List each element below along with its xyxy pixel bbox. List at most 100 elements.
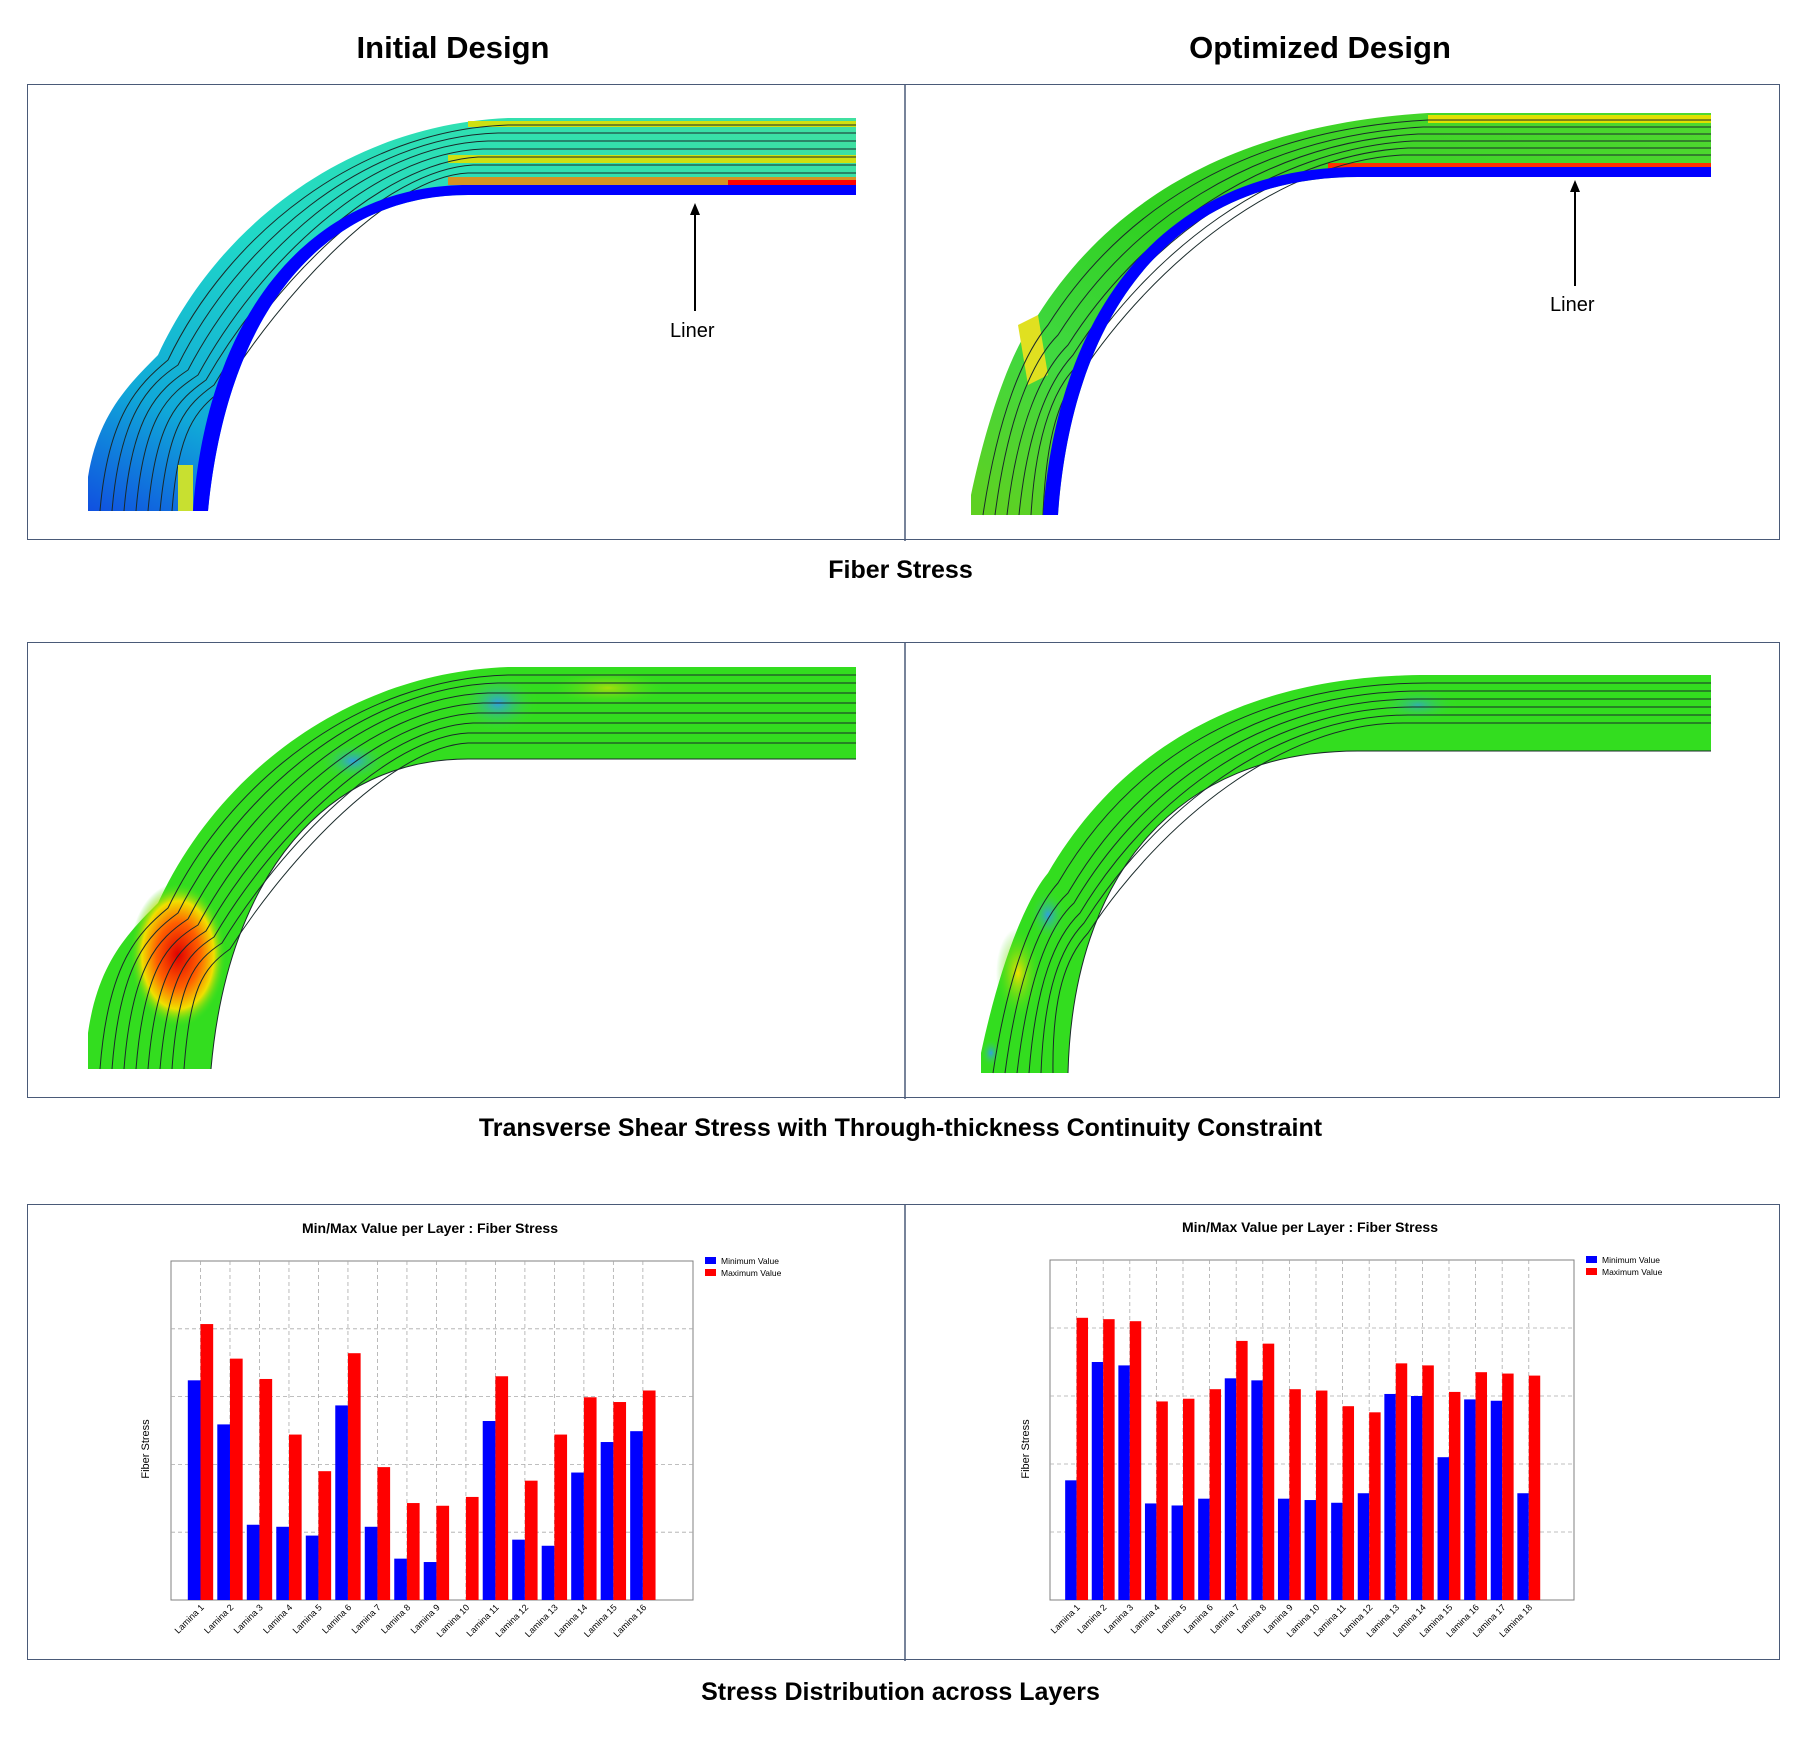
optimized-bar-chart: Min/Max Value per Layer : Fiber Stress F… bbox=[1020, 1219, 1663, 1639]
bar-min-initial bbox=[305, 1535, 319, 1600]
bar-max-initial bbox=[229, 1358, 243, 1600]
bar-max-initial bbox=[613, 1402, 627, 1600]
bar-max-optimized bbox=[1262, 1343, 1275, 1600]
bar-max-optimized bbox=[1156, 1401, 1168, 1600]
bar-min-optimized bbox=[1517, 1493, 1529, 1600]
bar-max-initial bbox=[377, 1467, 391, 1600]
bar-min-initial bbox=[276, 1526, 289, 1600]
legend-label-max-optimized: Maximum Value bbox=[1602, 1267, 1663, 1277]
bar-min-initial bbox=[512, 1539, 525, 1600]
stress-distribution-panel: Min/Max Value per Layer : Fiber Stress F… bbox=[27, 1204, 1780, 1661]
liner-label-initial: Liner bbox=[670, 320, 715, 342]
bar-max-optimized bbox=[1236, 1340, 1248, 1600]
bar-max-optimized bbox=[1395, 1363, 1408, 1600]
bar-max-initial bbox=[259, 1378, 273, 1600]
bar-max-initial bbox=[642, 1390, 656, 1600]
legend-label-max-initial: Maximum Value bbox=[721, 1268, 782, 1278]
bar-min-optimized bbox=[1091, 1362, 1104, 1600]
bar-max-optimized bbox=[1289, 1389, 1301, 1600]
bar-max-optimized bbox=[1422, 1365, 1434, 1600]
liner-label-optimized: Liner bbox=[1550, 294, 1595, 316]
bar-min-initial bbox=[571, 1472, 584, 1600]
bar-min-optimized bbox=[1144, 1503, 1157, 1600]
bar-min-optimized bbox=[1357, 1493, 1370, 1600]
bar-max-initial bbox=[288, 1434, 302, 1600]
bar-max-optimized bbox=[1448, 1391, 1461, 1600]
bar-max-initial bbox=[554, 1434, 568, 1600]
bar-max-optimized bbox=[1369, 1412, 1381, 1600]
fiber-stress-caption: Fiber Stress bbox=[828, 556, 973, 584]
bar-max-optimized bbox=[1502, 1373, 1514, 1600]
initial-bar-chart: Min/Max Value per Layer : Fiber Stress F… bbox=[140, 1220, 782, 1639]
bar-min-optimized bbox=[1224, 1378, 1237, 1600]
bar-max-initial bbox=[347, 1353, 361, 1600]
bar-min-initial bbox=[364, 1526, 378, 1600]
bar-max-initial bbox=[318, 1471, 332, 1600]
bar-max-initial bbox=[495, 1376, 509, 1600]
bar-min-optimized bbox=[1331, 1502, 1343, 1600]
bar-max-optimized bbox=[1209, 1389, 1222, 1600]
bar-min-initial bbox=[335, 1405, 348, 1600]
bar-min-initial bbox=[187, 1380, 201, 1600]
initial-design-header: Initial Design bbox=[356, 30, 550, 65]
chart-title-initial: Min/Max Value per Layer : Fiber Stress bbox=[302, 1220, 558, 1236]
legend-label-min-initial: Minimum Value bbox=[721, 1256, 779, 1266]
bar-min-optimized bbox=[1304, 1500, 1316, 1600]
bar-max-optimized bbox=[1182, 1398, 1195, 1600]
distribution-caption: Stress Distribution across Layers bbox=[701, 1678, 1100, 1706]
x-tick-label-initial: Lamina 7 bbox=[350, 1602, 383, 1635]
bar-min-optimized bbox=[1490, 1400, 1503, 1600]
legend-swatch-min-optimized bbox=[1586, 1256, 1597, 1263]
legend-swatch-max-optimized bbox=[1586, 1268, 1597, 1275]
fiber-stress-panel: Liner Liner bbox=[27, 84, 1780, 541]
shear-stress-caption: Transverse Shear Stress with Through-thi… bbox=[478, 1114, 1323, 1142]
bar-max-initial bbox=[406, 1503, 420, 1600]
bar-charts: Min/Max Value per Layer : Fiber Stress F… bbox=[140, 1205, 1663, 1661]
y-axis-label-initial: Fiber Stress bbox=[140, 1419, 152, 1479]
bar-min-initial bbox=[630, 1431, 643, 1600]
y-axis-label-optimized: Fiber Stress bbox=[1020, 1419, 1032, 1479]
bar-max-optimized bbox=[1475, 1372, 1488, 1600]
legend-label-min-optimized: Minimum Value bbox=[1602, 1255, 1660, 1265]
bar-min-initial bbox=[600, 1442, 614, 1600]
bar-min-optimized bbox=[1251, 1380, 1263, 1600]
bar-max-optimized bbox=[1315, 1390, 1328, 1600]
optimized-shear-stress-plot bbox=[981, 675, 1711, 1074]
bar-min-initial bbox=[482, 1421, 496, 1600]
bar-max-optimized bbox=[1076, 1317, 1089, 1600]
optimized-fiber-stress-plot bbox=[971, 113, 1711, 516]
bar-min-initial bbox=[217, 1424, 230, 1600]
legend-swatch-min-initial bbox=[705, 1257, 716, 1264]
x-tick-label-initial: Lamina 3 bbox=[232, 1602, 265, 1635]
x-tick-label-initial: Lamina 6 bbox=[320, 1602, 353, 1635]
bar-max-optimized bbox=[1528, 1375, 1541, 1600]
bar-min-optimized bbox=[1437, 1457, 1449, 1600]
legend-swatch-max-initial bbox=[705, 1269, 716, 1276]
bar-min-initial bbox=[246, 1524, 260, 1600]
bar-min-optimized bbox=[1171, 1505, 1183, 1600]
bar-max-optimized bbox=[1103, 1319, 1115, 1600]
shear-stress-panel bbox=[27, 642, 1780, 1099]
x-tick-label-initial: Lamina 2 bbox=[202, 1602, 235, 1635]
x-tick-label-initial: Lamina 5 bbox=[291, 1602, 324, 1635]
bar-min-optimized bbox=[1384, 1393, 1396, 1600]
x-tick-label-initial: Lamina 1 bbox=[173, 1602, 206, 1635]
bar-min-optimized bbox=[1118, 1365, 1130, 1600]
optimized-design-header: Optimized Design bbox=[1189, 30, 1451, 65]
chart-title-optimized: Min/Max Value per Layer : Fiber Stress bbox=[1182, 1219, 1438, 1235]
bar-min-initial bbox=[423, 1562, 437, 1600]
bar-min-optimized bbox=[1277, 1498, 1290, 1600]
bar-min-initial bbox=[541, 1545, 555, 1600]
bar-max-initial bbox=[465, 1496, 479, 1600]
bar-min-optimized bbox=[1065, 1480, 1077, 1600]
bar-min-optimized bbox=[1410, 1396, 1423, 1600]
initial-fiber-stress-plot bbox=[88, 118, 856, 512]
x-tick-label-initial: Lamina 8 bbox=[379, 1602, 412, 1635]
bar-min-optimized bbox=[1198, 1498, 1210, 1600]
x-tick-label-initial: Lamina 4 bbox=[261, 1602, 294, 1635]
bar-min-initial bbox=[394, 1558, 407, 1600]
bar-max-initial bbox=[583, 1397, 597, 1600]
initial-shear-stress-plot bbox=[88, 667, 856, 1070]
bar-max-initial bbox=[200, 1324, 214, 1600]
bar-min-optimized bbox=[1464, 1399, 1476, 1600]
